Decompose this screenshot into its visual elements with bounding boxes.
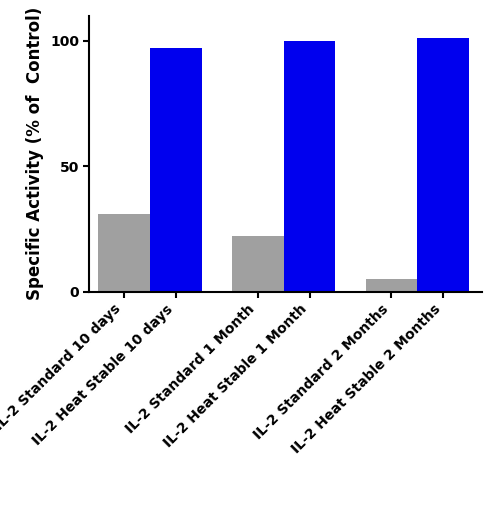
Bar	[98, 214, 150, 292]
Bar	[284, 41, 335, 292]
Y-axis label: Specific Activity (% of  Control): Specific Activity (% of Control)	[26, 7, 45, 301]
Bar	[150, 48, 202, 292]
Bar	[232, 236, 284, 292]
Bar	[366, 279, 417, 292]
Bar	[417, 39, 469, 292]
